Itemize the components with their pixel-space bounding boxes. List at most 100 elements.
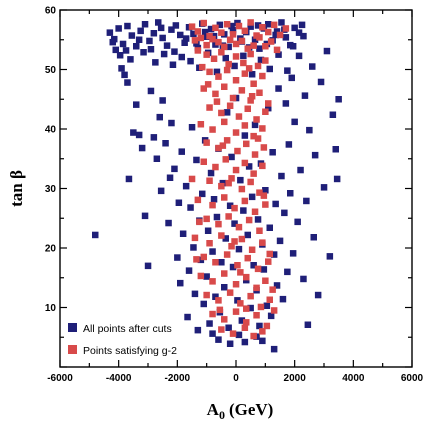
point-g2-80 — [232, 166, 240, 174]
point-all-cuts-182 — [248, 71, 256, 78]
point-g2-116 — [265, 258, 272, 265]
point-all-cuts-203 — [272, 31, 279, 39]
point-all-cuts-52 — [218, 259, 225, 266]
point-all-cuts-163 — [282, 34, 290, 41]
point-all-cuts-125 — [115, 25, 122, 32]
point-all-cuts-140 — [181, 39, 188, 46]
point-all-cuts-156 — [251, 36, 259, 43]
point-g2-56 — [206, 104, 213, 111]
point-g2-41 — [206, 68, 213, 76]
point-g2-88 — [247, 178, 254, 186]
point-g2-16 — [282, 25, 290, 32]
point-all-cuts-68 — [241, 132, 249, 139]
point-all-cuts-77 — [254, 216, 262, 223]
point-g2-31 — [273, 46, 281, 54]
point-all-cuts-12 — [147, 87, 155, 95]
point-g2-76 — [260, 144, 268, 151]
point-g2-0 — [188, 23, 196, 30]
x-tick-label: 2000 — [284, 373, 307, 384]
point-g2-75 — [251, 151, 259, 158]
point-all-cuts-96 — [282, 100, 290, 107]
point-g2-33 — [210, 55, 218, 62]
point-all-cuts-13 — [150, 134, 158, 141]
point-all-cuts-173 — [169, 61, 177, 68]
x-axis-title-main: A — [207, 400, 220, 419]
point-all-cuts-130 — [137, 27, 144, 35]
point-g2-52 — [238, 87, 246, 94]
plot-points — [92, 19, 342, 353]
point-g2-83 — [259, 162, 266, 170]
point-all-cuts-109 — [304, 321, 312, 328]
point-g2-133 — [232, 308, 240, 315]
point-g2-82 — [250, 170, 257, 177]
point-all-cuts-123 — [106, 29, 114, 36]
point-g2-25 — [238, 37, 246, 45]
point-all-cuts-186 — [284, 67, 291, 74]
point-all-cuts-104 — [295, 52, 303, 60]
point-all-cuts-89 — [272, 200, 279, 208]
axis-ticks: -6000 -4000 -2000 0 2000 4000 6000 10 20 30 40 50 60 — [45, 6, 424, 385]
point-all-cuts-11 — [144, 262, 152, 270]
point-all-cuts-159 — [265, 21, 272, 28]
point-g2-144 — [204, 81, 212, 88]
point-g2-18 — [197, 34, 205, 42]
x-tick-label: 6000 — [401, 373, 424, 384]
point-all-cuts-142 — [190, 30, 197, 38]
legend-swatch-g2 — [68, 345, 77, 354]
point-g2-30 — [267, 38, 275, 45]
point-g2-77 — [200, 158, 207, 165]
point-g2-17 — [191, 37, 199, 44]
point-g2-153 — [260, 192, 268, 199]
point-all-cuts-175 — [187, 57, 194, 65]
point-all-cuts-134 — [155, 19, 162, 26]
point-g2-154 — [266, 250, 273, 258]
point-g2-129 — [257, 303, 265, 311]
point-all-cuts-165 — [291, 24, 298, 32]
point-g2-20 — [209, 35, 216, 43]
point-g2-146 — [219, 142, 227, 149]
point-g2-149 — [237, 269, 244, 276]
point-g2-125 — [215, 297, 222, 304]
point-g2-120 — [232, 281, 240, 288]
point-all-cuts-162 — [278, 19, 285, 26]
point-all-cuts-65 — [237, 176, 244, 184]
point-all-cuts-129 — [133, 43, 140, 50]
point-g2-61 — [253, 116, 260, 123]
point-g2-152 — [254, 135, 262, 142]
point-all-cuts-105 — [297, 166, 304, 174]
point-all-cuts-6 — [130, 129, 137, 136]
point-g2-13 — [265, 28, 272, 36]
point-all-cuts-36 — [194, 326, 202, 334]
point-all-cuts-183 — [257, 56, 265, 64]
y-tick-label: 30 — [45, 184, 57, 195]
point-g2-78 — [212, 163, 219, 171]
point-all-cuts-206 — [298, 21, 306, 29]
point-all-cuts-108 — [303, 197, 310, 205]
point-g2-89 — [256, 189, 263, 196]
point-g2-105 — [218, 232, 225, 239]
point-g2-54 — [256, 89, 263, 96]
point-all-cuts-133 — [150, 30, 158, 37]
point-all-cuts-27 — [179, 230, 187, 237]
point-g2-135 — [253, 312, 260, 319]
point-g2-117 — [197, 272, 205, 280]
point-all-cuts-184 — [266, 65, 273, 73]
point-all-cuts-155 — [247, 23, 254, 30]
point-all-cuts-201 — [254, 22, 262, 29]
point-g2-85 — [218, 182, 225, 190]
legend-label-all-points: All points after cuts — [83, 323, 172, 335]
point-g2-45 — [241, 70, 249, 77]
point-g2-73 — [234, 147, 241, 155]
point-g2-72 — [223, 137, 231, 144]
point-all-cuts-19 — [165, 219, 172, 227]
point-all-cuts-54 — [221, 284, 228, 291]
point-all-cuts-33 — [190, 244, 197, 251]
point-g2-24 — [232, 40, 240, 48]
point-g2-127 — [237, 300, 244, 307]
point-g2-136 — [263, 322, 271, 330]
point-all-cuts-174 — [178, 53, 185, 61]
point-all-cuts-45 — [207, 169, 215, 177]
point-all-cuts-189 — [135, 36, 143, 43]
point-all-cuts-57 — [225, 324, 232, 331]
point-all-cuts-106 — [300, 275, 307, 283]
